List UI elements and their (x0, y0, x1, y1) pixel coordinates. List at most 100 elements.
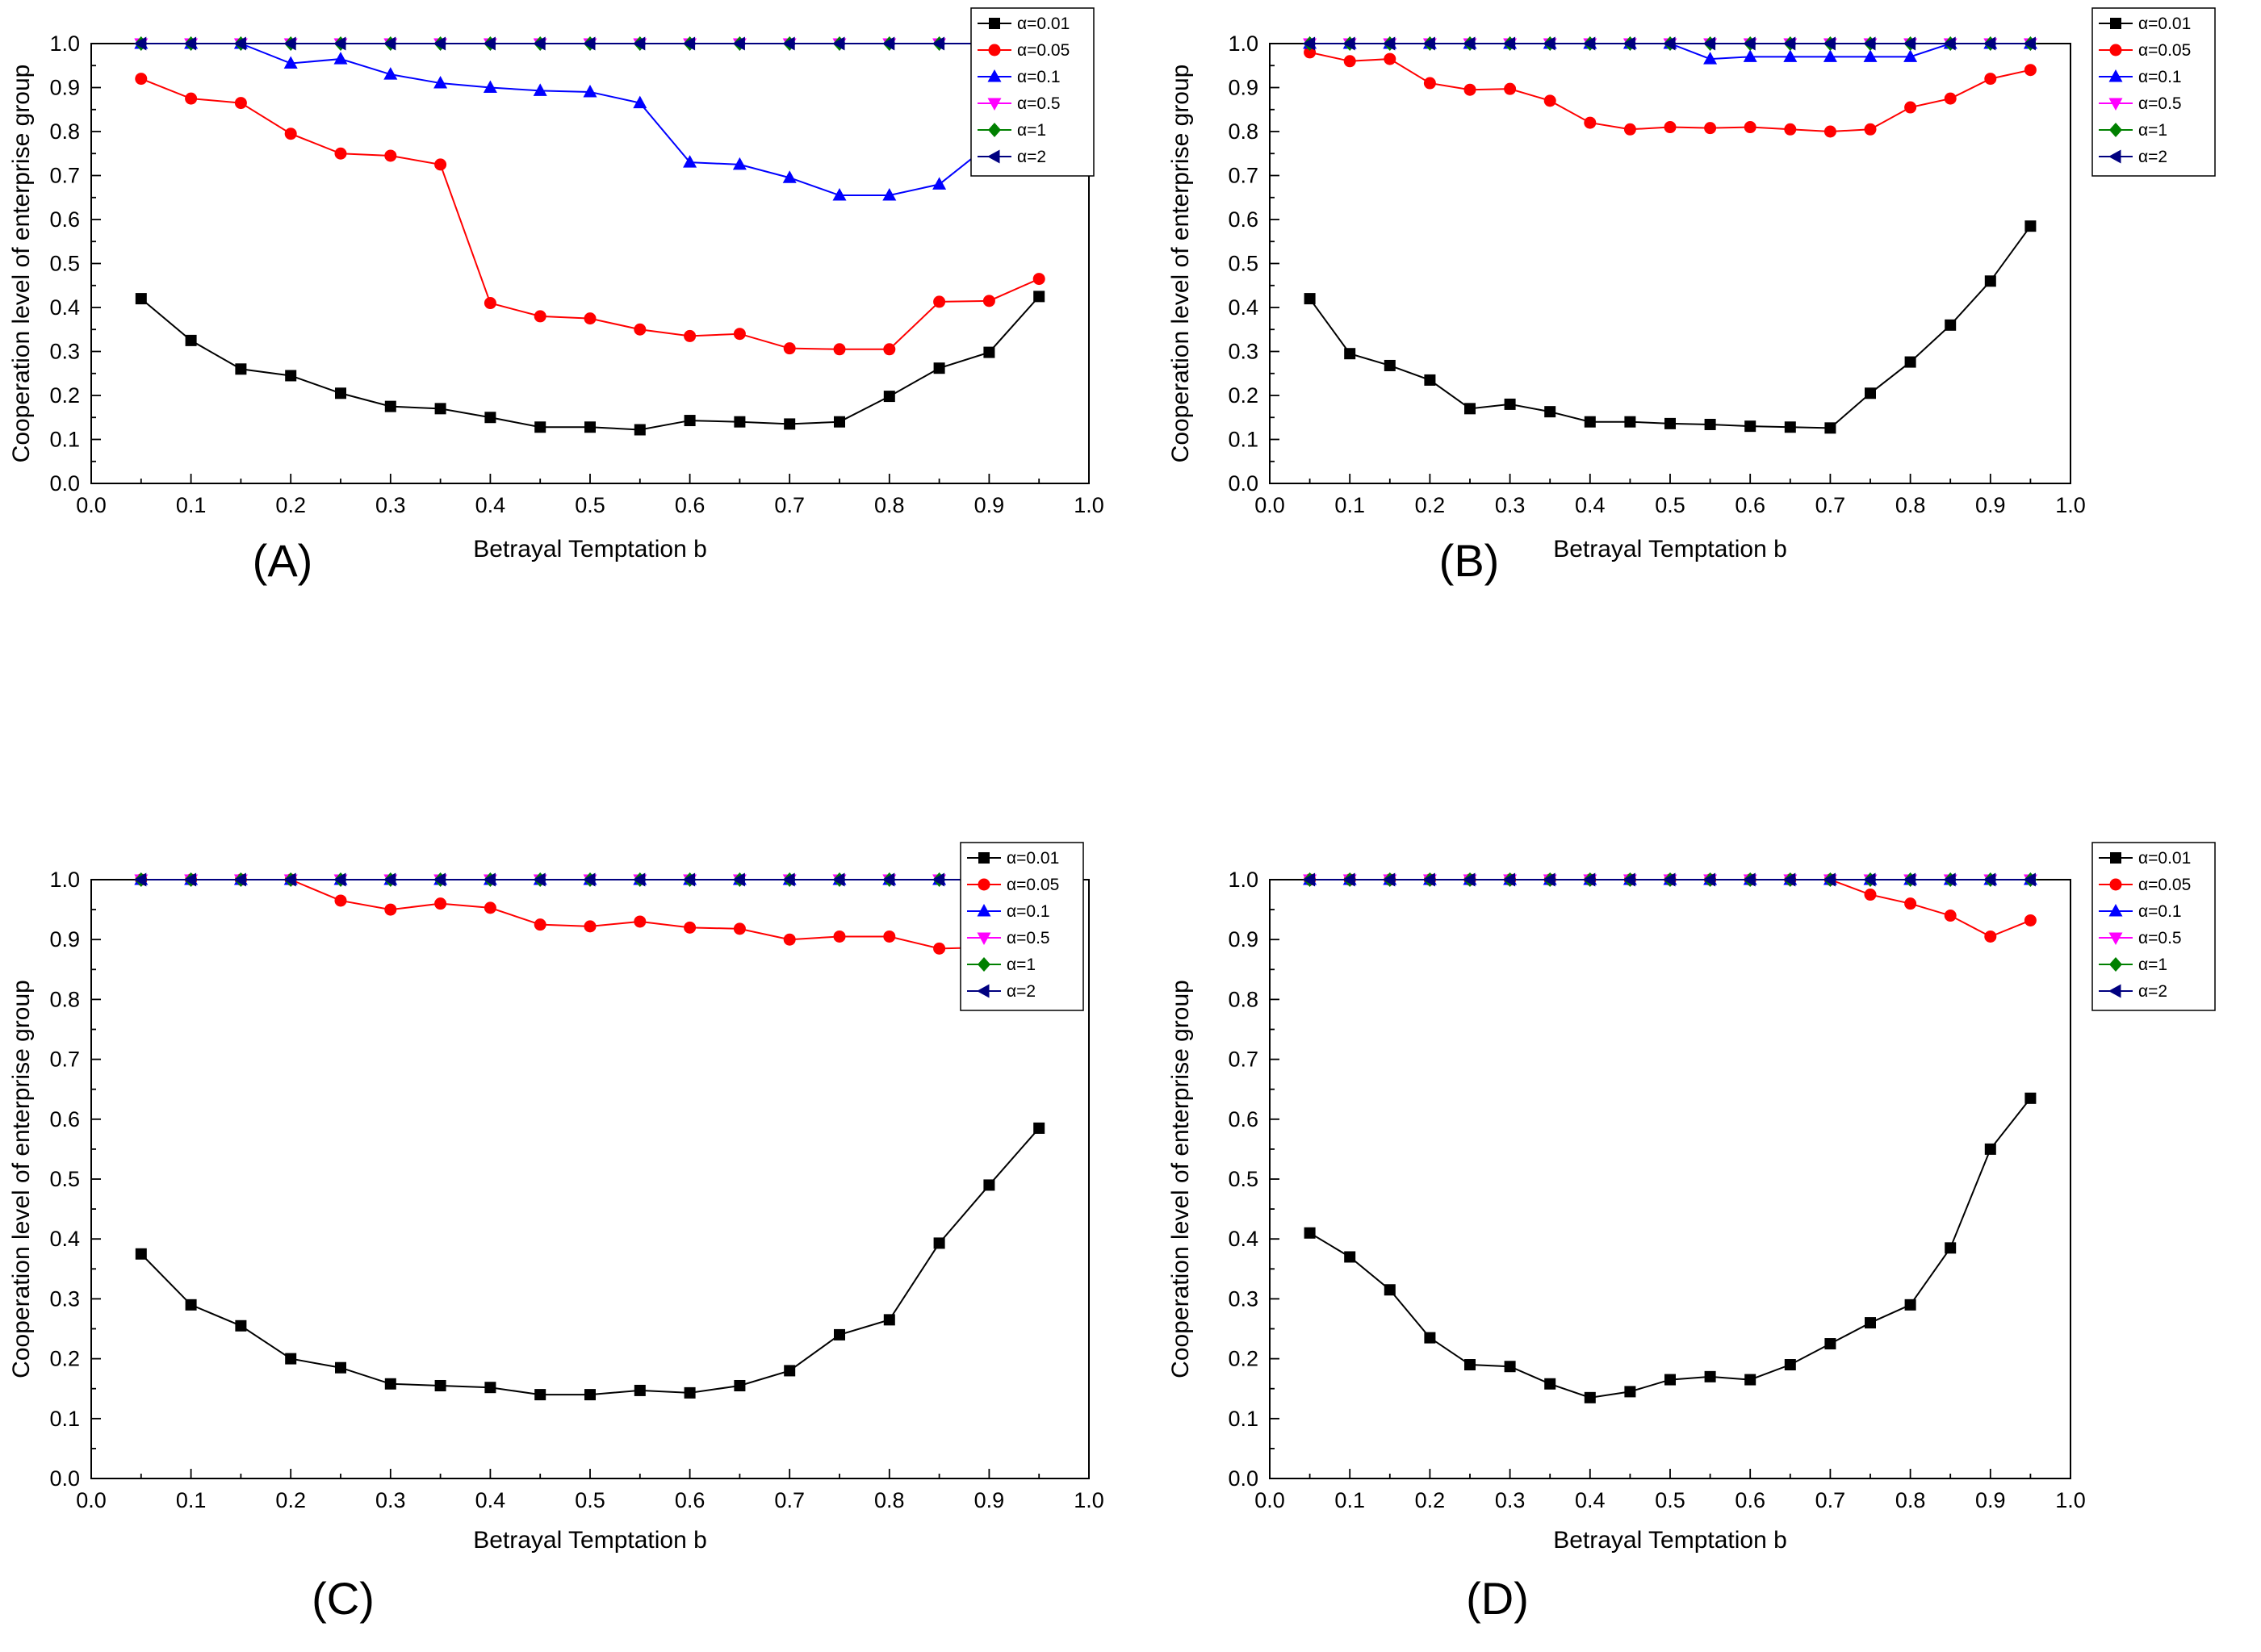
triangle-up-marker (732, 157, 747, 170)
square-marker (285, 1353, 297, 1365)
square-marker (584, 1389, 596, 1401)
triangle-left-marker (1823, 36, 1836, 51)
triangle-left-marker (1342, 872, 1355, 887)
y-tick-label: 0.0 (1228, 471, 1258, 496)
diamond-marker (2109, 957, 2122, 972)
triangle-left-marker (483, 36, 496, 51)
circle-marker (135, 73, 148, 86)
circle-marker (234, 97, 247, 110)
y-tick-label: 0.7 (49, 164, 80, 188)
y-tick-label: 0.0 (1228, 1466, 1258, 1491)
triangle-left-marker (1743, 36, 1756, 51)
circle-marker (1823, 125, 1836, 138)
square-marker (335, 387, 346, 399)
y-tick-label: 0.6 (49, 207, 80, 232)
legend-label: α=0.05 (2138, 876, 2191, 894)
circle-marker (1463, 83, 1476, 96)
square-marker (1904, 1299, 1916, 1311)
square-marker (1504, 1361, 1516, 1373)
y-tick-label: 0.1 (49, 428, 80, 452)
x-tick-label: 0.5 (575, 1488, 605, 1512)
square-marker (1424, 374, 1436, 386)
triangle-left-marker (632, 872, 646, 887)
circle-marker (2109, 44, 2122, 56)
y-tick-label: 0.2 (1228, 383, 1258, 408)
y-tick-label: 0.8 (49, 987, 80, 1011)
triangle-left-marker (1543, 36, 1555, 51)
legend-label: α=2 (2138, 982, 2167, 1001)
y-tick-label: 1.0 (49, 868, 80, 892)
triangle-left-marker (533, 872, 546, 887)
triangle-left-marker (383, 872, 396, 887)
legend-label: α=0.1 (2138, 902, 2182, 921)
x-tick-label: 0.3 (375, 1488, 406, 1512)
legend-label: α=2 (1017, 148, 1046, 166)
triangle-left-marker (1622, 872, 1635, 887)
square-marker (1664, 1374, 1676, 1386)
legend-label: α=1 (1017, 121, 1046, 140)
chart-panel-a: 0.00.0 0.1 0.1 0.2 0.2 0.3 0.3 0.4 0.4 0.5 0.5 0.6 0… (0, 0, 1130, 807)
triangle-left-marker (2023, 872, 2036, 887)
triangle-left-marker (1463, 36, 1476, 51)
triangle-left-marker (1863, 36, 1876, 51)
legend-box (2091, 842, 2216, 1011)
triangle-left-marker (1983, 36, 1996, 51)
circle-marker (1343, 55, 1356, 68)
triangle-up-marker (283, 56, 298, 69)
circle-marker (833, 343, 846, 356)
triangle-left-marker (1903, 872, 1916, 887)
x-tick-label: 0.6 (675, 1488, 706, 1512)
square-marker (1033, 291, 1045, 303)
square-marker (834, 416, 845, 428)
triangle-up-marker (683, 155, 697, 168)
circle-marker (534, 310, 546, 323)
circle-marker (434, 897, 447, 910)
y-tick-label: 0.7 (49, 1048, 80, 1072)
circle-marker (1864, 123, 1877, 136)
y-tick-label: 1.0 (49, 31, 80, 56)
triangle-up-marker (832, 188, 847, 201)
y-tick-label: 0.7 (1228, 164, 1258, 188)
triangle-left-marker (932, 872, 945, 887)
y-tick-label: 0.0 (49, 471, 80, 496)
y-tick-label: 0.5 (1228, 1167, 1258, 1191)
square-marker (1865, 387, 1876, 399)
triangle-up-marker (932, 177, 947, 190)
y-tick-label: 0.1 (49, 1407, 80, 1431)
legend-label: α=0.1 (1007, 902, 1050, 921)
square-marker (185, 334, 197, 346)
square-marker (1384, 1284, 1396, 1296)
circle-marker (1543, 94, 1556, 107)
y-tick-label: 0.4 (1228, 1227, 1258, 1251)
square-marker (484, 412, 496, 424)
triangle-left-marker (932, 36, 945, 51)
triangle-left-marker (1903, 36, 1916, 51)
y-tick-label: 0.4 (1228, 295, 1258, 320)
square-marker (883, 391, 895, 403)
triangle-left-marker (283, 36, 296, 51)
square-marker (434, 1379, 446, 1391)
square-marker (1744, 420, 1756, 433)
square-marker (335, 1361, 346, 1374)
plot-border (90, 43, 1090, 484)
x-tick-label: 0.8 (1895, 1488, 1926, 1512)
x-tick-label: 0.9 (974, 493, 1005, 517)
circle-marker (1744, 121, 1756, 134)
triangle-up-marker (987, 69, 1002, 82)
x-tick-label: 0.1 (176, 1488, 207, 1512)
y-tick-label: 0.6 (1228, 1107, 1258, 1131)
x-tick-label: 0.3 (1495, 1488, 1526, 1512)
square-marker (1504, 398, 1516, 410)
y-tick-label: 0.5 (49, 1167, 80, 1191)
legend-box (960, 842, 1084, 1011)
triangle-left-marker (2108, 149, 2121, 164)
square-marker (1784, 421, 1796, 433)
triangle-left-marker (1782, 872, 1796, 887)
circle-marker (2024, 914, 2037, 926)
x-tick-label: 1.0 (2055, 1488, 2086, 1512)
x-tick-label: 0.4 (1575, 493, 1606, 517)
panel-label: (A) (253, 535, 313, 586)
triangle-down-marker (987, 98, 1002, 111)
circle-marker (1304, 46, 1317, 59)
triangle-left-marker (1582, 36, 1596, 51)
